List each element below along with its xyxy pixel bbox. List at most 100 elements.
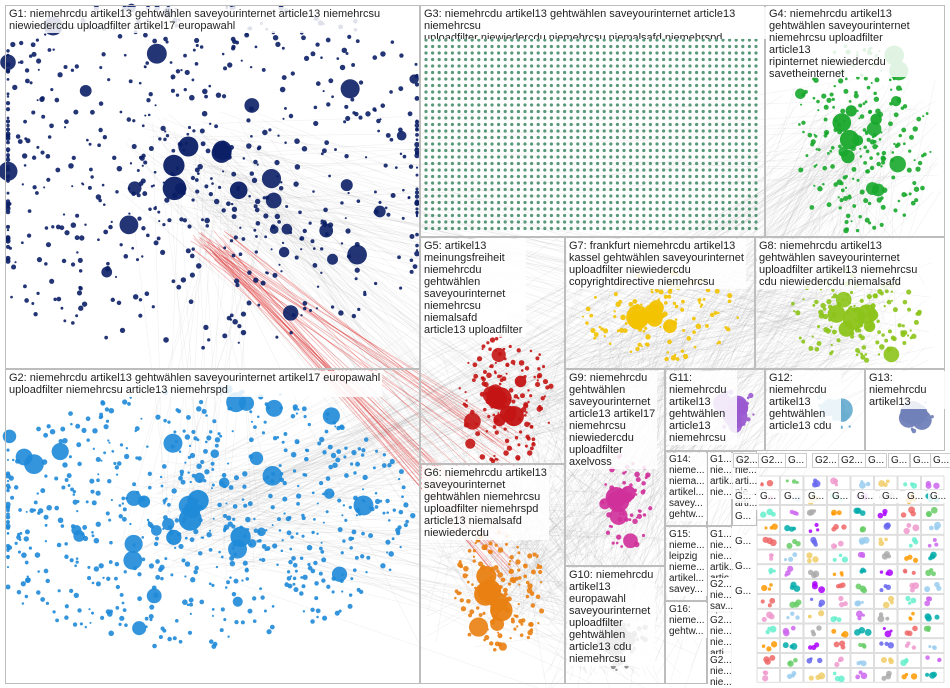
node <box>648 77 653 81</box>
edge <box>636 345 838 357</box>
node <box>622 77 626 81</box>
edge <box>584 312 842 375</box>
node <box>883 584 888 589</box>
edge <box>247 179 467 418</box>
node <box>536 116 540 120</box>
edge <box>145 145 542 386</box>
node <box>747 96 752 101</box>
node <box>483 57 487 62</box>
edge <box>125 145 615 462</box>
node <box>510 96 514 101</box>
node <box>431 44 435 49</box>
node <box>497 122 501 127</box>
node <box>470 38 474 42</box>
node <box>490 57 494 62</box>
node <box>576 70 580 75</box>
node <box>483 44 487 49</box>
node <box>925 480 931 487</box>
node <box>444 77 448 81</box>
node <box>596 77 600 81</box>
edge <box>138 304 690 534</box>
node <box>668 109 672 114</box>
node <box>675 38 679 42</box>
node <box>556 57 560 62</box>
edge <box>156 554 539 688</box>
node <box>549 51 554 55</box>
node <box>609 103 613 107</box>
node <box>490 44 494 49</box>
node <box>576 64 580 68</box>
node <box>536 109 540 114</box>
node <box>688 90 692 94</box>
node <box>530 90 534 94</box>
node <box>884 537 888 542</box>
node <box>437 103 441 107</box>
node <box>734 83 738 88</box>
node <box>708 51 712 55</box>
node <box>457 109 461 114</box>
node <box>464 51 468 55</box>
node <box>790 581 797 588</box>
node <box>444 70 448 75</box>
edge <box>197 127 626 652</box>
node <box>602 90 606 94</box>
node <box>681 70 686 75</box>
edge <box>264 194 642 607</box>
node <box>734 96 738 101</box>
node <box>431 103 435 107</box>
edge <box>213 546 613 612</box>
edge <box>202 420 431 496</box>
edge <box>607 281 851 362</box>
node <box>563 64 567 68</box>
node <box>834 483 839 487</box>
node <box>549 57 554 62</box>
node <box>543 70 547 75</box>
node <box>675 83 679 88</box>
edge <box>552 324 884 570</box>
edge <box>227 129 892 158</box>
edge <box>210 300 890 493</box>
node <box>563 77 567 81</box>
node <box>490 64 494 68</box>
node <box>688 44 692 49</box>
node <box>470 109 474 114</box>
node <box>635 96 639 101</box>
node <box>457 90 461 94</box>
node <box>925 569 932 577</box>
node <box>662 77 666 81</box>
node <box>714 77 719 81</box>
node <box>741 96 745 101</box>
node <box>837 540 844 547</box>
node <box>549 96 554 101</box>
edge <box>156 359 873 515</box>
node <box>728 109 732 114</box>
edge <box>167 164 606 635</box>
node <box>754 70 758 75</box>
node <box>609 90 613 94</box>
edge <box>726 152 854 304</box>
edge <box>186 160 206 540</box>
edge <box>174 282 681 542</box>
edge <box>447 315 854 352</box>
node <box>516 44 521 49</box>
edge <box>133 535 604 571</box>
node <box>437 96 441 101</box>
node <box>721 44 725 49</box>
node <box>681 38 686 42</box>
node <box>503 57 507 62</box>
node <box>721 77 725 81</box>
node <box>477 44 481 49</box>
node <box>464 90 468 94</box>
node <box>721 83 725 88</box>
node <box>668 122 672 127</box>
edge <box>210 108 918 156</box>
node <box>754 109 758 114</box>
node <box>754 116 758 120</box>
node <box>741 51 745 55</box>
node <box>635 83 639 88</box>
node <box>437 122 441 127</box>
edge <box>706 301 892 311</box>
node <box>714 51 719 55</box>
node <box>563 57 567 62</box>
edge <box>188 184 216 531</box>
